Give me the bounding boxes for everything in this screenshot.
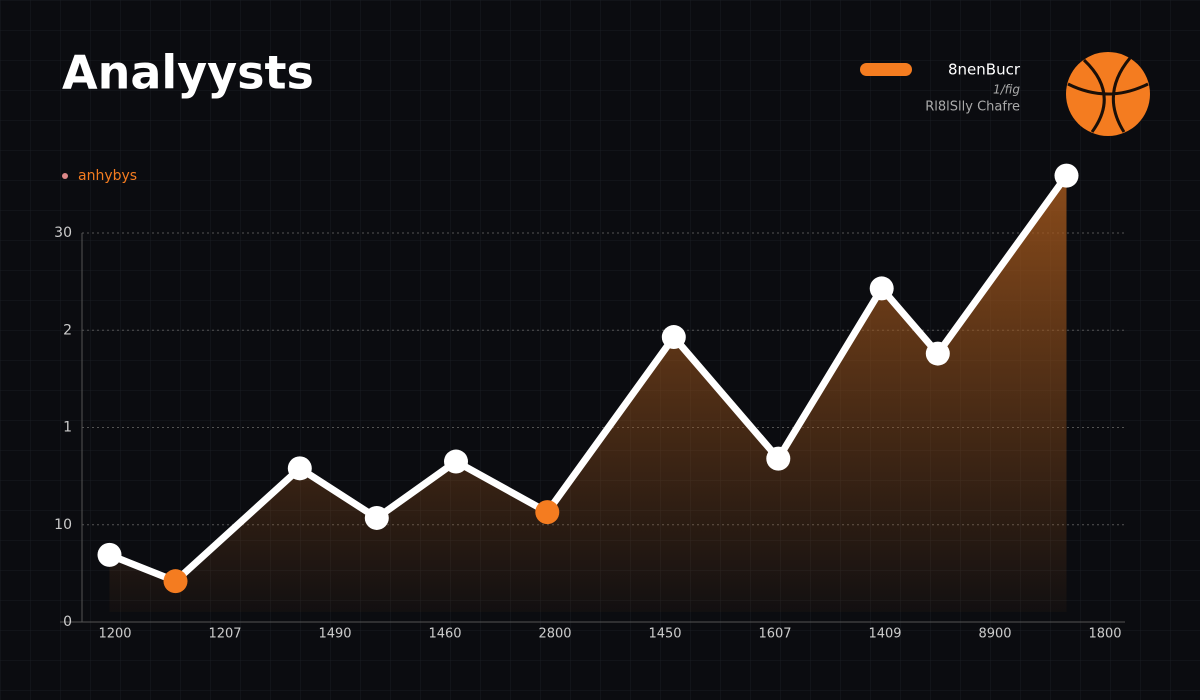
x-tick-label: 1200	[98, 627, 131, 642]
point	[1054, 163, 1079, 188]
legend-swatch	[860, 63, 912, 76]
point	[869, 276, 894, 301]
point	[766, 446, 791, 471]
x-tick-label: 1800	[1088, 627, 1121, 642]
point	[661, 325, 686, 350]
x-tick-label: 1207	[208, 627, 241, 642]
point	[535, 500, 560, 525]
y-tick-label: 2	[63, 322, 72, 338]
point	[444, 449, 468, 474]
subtitle-dot	[62, 173, 68, 179]
x-tick-label: 1450	[648, 627, 681, 642]
x-tick-label: 1490	[318, 627, 351, 642]
point	[925, 341, 950, 366]
legend-note: 1/fig	[993, 83, 1020, 97]
y-tick-label: 0	[63, 614, 72, 630]
y-tick-label: 1	[63, 420, 72, 436]
point	[97, 542, 122, 567]
legend-label: 8nenBucr	[948, 61, 1021, 79]
y-tick-label: 30	[54, 225, 72, 241]
x-tick-label: 1607	[758, 627, 791, 642]
x-tick-label: 1460	[428, 627, 461, 642]
ball-icon	[1066, 52, 1150, 136]
x-tick-label: 8900	[978, 627, 1011, 642]
point	[287, 456, 312, 481]
y-tick-label: 10	[54, 517, 72, 533]
x-tick-label: 1409	[868, 627, 901, 642]
legend-note: Rl8lSlly Chafre	[925, 100, 1020, 115]
subtitle: anhybys	[78, 168, 137, 184]
point	[364, 505, 389, 530]
x-tick-label: 2800	[538, 627, 571, 642]
point	[163, 569, 188, 594]
chart-title: Analyysts	[62, 46, 314, 100]
